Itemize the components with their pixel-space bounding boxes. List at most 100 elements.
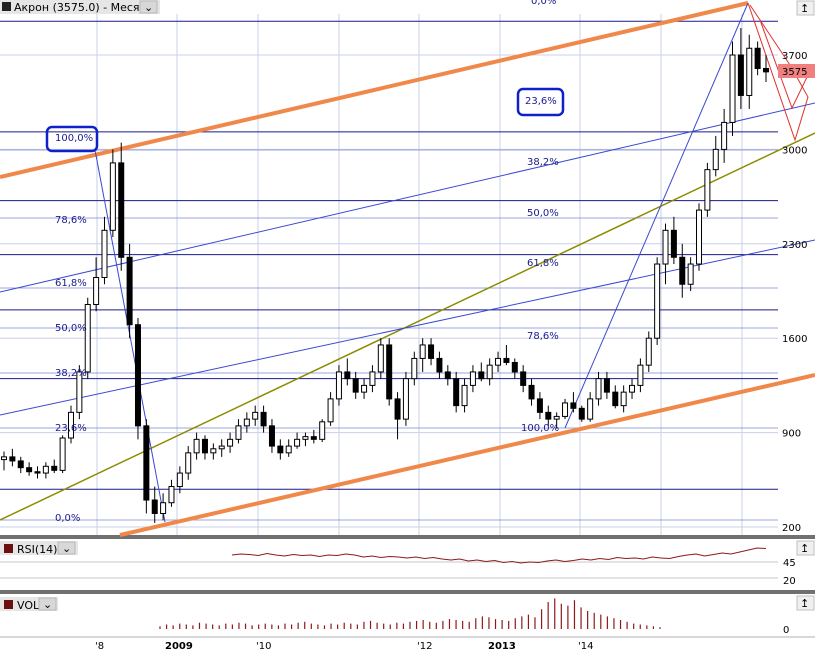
candle[interactable] <box>143 425 150 501</box>
candle[interactable] <box>84 303 91 373</box>
candle[interactable] <box>101 229 108 279</box>
blue-trend-line-1[interactable] <box>0 102 815 293</box>
candle[interactable] <box>185 452 192 474</box>
candle[interactable] <box>344 371 351 380</box>
candle[interactable] <box>670 229 677 258</box>
candle[interactable] <box>302 436 309 440</box>
candle[interactable] <box>310 436 317 440</box>
candle[interactable] <box>737 54 744 96</box>
candle[interactable] <box>503 357 510 363</box>
candle[interactable] <box>193 438 200 454</box>
vol-dropdown-button[interactable] <box>38 597 57 611</box>
candle[interactable] <box>419 344 426 359</box>
candle[interactable] <box>160 502 167 515</box>
candle[interactable] <box>679 256 686 285</box>
candle[interactable] <box>712 148 719 171</box>
forecast-arrow-2[interactable] <box>759 19 809 110</box>
candle[interactable] <box>436 357 443 373</box>
candle[interactable] <box>578 407 585 420</box>
panel-divider[interactable] <box>0 535 815 539</box>
candle[interactable] <box>377 344 384 373</box>
candle[interactable] <box>243 418 250 427</box>
rsi-line[interactable] <box>231 547 767 564</box>
candle[interactable] <box>495 357 502 366</box>
fib-highlight-box-left[interactable] <box>45 125 99 153</box>
candle[interactable] <box>402 378 409 420</box>
candle[interactable] <box>327 398 334 423</box>
candle[interactable] <box>1 456 7 461</box>
candle[interactable] <box>176 472 183 488</box>
candle[interactable] <box>411 357 418 380</box>
forecast-arrows[interactable] <box>747 2 809 142</box>
candle[interactable] <box>227 438 234 447</box>
candle[interactable] <box>603 378 610 393</box>
candle[interactable] <box>252 411 259 420</box>
olive-trend-line[interactable] <box>0 132 815 521</box>
candle[interactable] <box>285 445 292 454</box>
candle[interactable] <box>612 391 619 407</box>
candle[interactable] <box>528 384 535 400</box>
candle[interactable] <box>118 162 125 258</box>
candle[interactable] <box>428 344 435 359</box>
candle[interactable] <box>729 54 736 123</box>
candle[interactable] <box>620 391 627 407</box>
candle[interactable] <box>294 438 301 447</box>
candle[interactable] <box>126 256 133 326</box>
title-dropdown-button[interactable] <box>139 0 158 14</box>
candle[interactable] <box>394 398 401 420</box>
candle[interactable] <box>201 438 208 454</box>
candle[interactable] <box>754 47 761 69</box>
scroll-up-button[interactable] <box>796 0 815 16</box>
candle[interactable] <box>268 425 275 447</box>
rsi-expand-button[interactable] <box>796 540 815 556</box>
vol-expand-button[interactable] <box>796 595 815 611</box>
candle[interactable] <box>763 67 769 73</box>
candle[interactable] <box>486 364 493 380</box>
candle[interactable] <box>277 445 284 454</box>
candle[interactable] <box>536 398 543 413</box>
candle[interactable] <box>335 371 342 400</box>
candle[interactable] <box>687 263 694 285</box>
candle[interactable] <box>545 411 552 420</box>
candle[interactable] <box>260 411 267 427</box>
candle[interactable] <box>696 209 703 265</box>
candle[interactable] <box>587 398 594 420</box>
panel-divider[interactable] <box>0 590 815 594</box>
candle[interactable] <box>453 378 460 407</box>
candle[interactable] <box>319 421 326 440</box>
candle[interactable] <box>570 402 577 409</box>
candle[interactable] <box>67 411 74 439</box>
candle[interactable] <box>553 415 560 420</box>
candle[interactable] <box>746 47 753 96</box>
candle[interactable] <box>17 460 24 469</box>
channel-lower-line[interactable] <box>119 373 815 537</box>
candle[interactable] <box>59 437 66 471</box>
candle[interactable] <box>704 169 711 211</box>
channel-upper-line[interactable] <box>0 1 749 179</box>
candle[interactable] <box>461 384 468 407</box>
candle[interactable] <box>562 402 569 417</box>
candle[interactable] <box>210 448 217 454</box>
rsi-dropdown-button[interactable] <box>57 541 76 555</box>
candle[interactable] <box>386 344 393 400</box>
candle[interactable] <box>645 337 652 366</box>
candle[interactable] <box>478 371 485 380</box>
candle[interactable] <box>235 425 242 440</box>
candle[interactable] <box>595 378 602 400</box>
candle[interactable] <box>511 361 518 373</box>
candle[interactable] <box>42 465 49 474</box>
candle[interactable] <box>520 371 527 386</box>
candle[interactable] <box>444 371 451 380</box>
candle[interactable] <box>9 456 16 462</box>
candle[interactable] <box>168 486 175 504</box>
fib-highlight-box-right[interactable] <box>516 87 565 117</box>
candle[interactable] <box>134 324 141 427</box>
fib-swing-right[interactable] <box>564 2 749 429</box>
candle[interactable] <box>662 229 669 265</box>
candle[interactable] <box>629 384 636 393</box>
candle[interactable] <box>654 263 661 339</box>
price-marker[interactable] <box>778 64 815 78</box>
candle[interactable] <box>369 371 376 386</box>
candle[interactable] <box>76 371 83 413</box>
candle[interactable] <box>109 162 116 231</box>
